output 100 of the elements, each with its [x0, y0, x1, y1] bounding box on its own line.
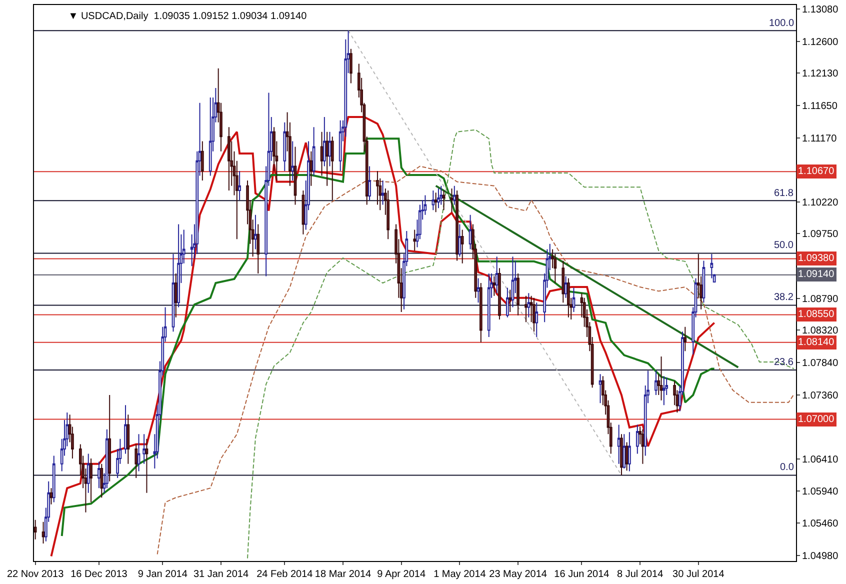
candlestick: [256, 224, 260, 274]
annotation: 23.6: [774, 357, 794, 368]
candlestick: [450, 188, 454, 213]
candlestick: [458, 224, 462, 258]
candlestick: [479, 282, 482, 343]
y-tick-label: 1.07840: [802, 358, 839, 370]
candlestick: [662, 376, 666, 406]
x-tick-label: 1 May 2014: [434, 569, 486, 580]
candlestick: [702, 260, 706, 304]
y-tick-label: 1.11650: [802, 101, 838, 112]
candlestick: [617, 424, 620, 464]
candlestick: [524, 295, 528, 323]
y-tick-label: 1.12130: [802, 68, 839, 80]
candlestick: [452, 185, 456, 206]
candlestick: [456, 190, 458, 262]
x-tick-label: 24 Feb 2014: [256, 569, 314, 580]
candlestick: [338, 120, 342, 172]
annotation: 50.0: [774, 240, 794, 251]
y-tick-label: 1.12600: [802, 36, 839, 48]
candlestick: [137, 434, 140, 472]
y-tick-label: 1.05940: [802, 486, 839, 498]
candlestick: [254, 214, 257, 250]
y-tick-label: 1.09750: [802, 229, 839, 240]
x-tick-label: 18 Mar 2014: [314, 569, 372, 580]
candlestick: [126, 414, 130, 464]
ref-line-label: 1.08550: [798, 309, 835, 320]
y-tick-label: 1.11170: [802, 133, 838, 144]
candlestick: [106, 428, 108, 489]
candlestick: [567, 278, 570, 318]
ref-line-label: 1.07000: [798, 414, 835, 425]
candlestick: [498, 268, 501, 320]
y-tick-label: 1.07360: [802, 390, 839, 402]
candlestick: [625, 442, 628, 472]
ref-line-label: 1.08140: [798, 337, 835, 348]
candlestick: [628, 432, 631, 472]
candlestick: [208, 96, 212, 176]
candlestick: [437, 188, 440, 209]
candlestick: [350, 48, 352, 84]
y-tick-label: 1.05460: [802, 518, 839, 530]
candlestick: [134, 444, 138, 478]
candlestick: [291, 140, 294, 181]
x-tick-label: 23 May 2014: [489, 569, 548, 580]
candlestick: [527, 292, 530, 318]
x-tick-label: 31 Jan 2014: [193, 569, 249, 580]
candlestick: [294, 146, 297, 206]
candlestick: [52, 455, 56, 503]
candlestick: [177, 224, 180, 308]
candlestick: [228, 126, 230, 192]
y-tick-label: 1.10220: [802, 198, 839, 209]
candlestick: [328, 131, 332, 167]
candlestick: [516, 273, 520, 316]
candlestick: [532, 297, 536, 332]
y-tick-label: 1.13080: [802, 4, 839, 16]
candlestick: [460, 229, 464, 264]
candlestick: [238, 170, 241, 200]
candlestick: [86, 453, 90, 494]
candlestick: [42, 521, 45, 544]
annotation: 0.0: [780, 462, 794, 473]
text: ▼ USDCAD,Daily 1.09035 1.09152 1.09034 1.09140: [68, 11, 308, 22]
x-tick-label: 9 Jan 2014: [138, 569, 188, 580]
candlestick: [641, 428, 644, 464]
y-tick-label: 1.04980: [802, 551, 839, 562]
candlestick: [320, 131, 324, 176]
x-tick-label: 30 Jul 2014: [672, 569, 725, 580]
line-series: [156, 166, 794, 555]
candlestick: [620, 434, 623, 476]
y-tick-label: 1.08790: [802, 294, 839, 306]
candlestick: [312, 126, 316, 176]
candlestick: [554, 253, 557, 284]
x-tick-label: 16 Jun 2014: [554, 569, 610, 580]
candlestick: [310, 150, 313, 186]
candlestick: [50, 488, 53, 505]
x-tick-label: 8 Jul 2014: [616, 569, 664, 580]
candlestick: [660, 356, 663, 401]
candlestick: [598, 374, 602, 404]
ref-line-label: 1.10670: [798, 166, 835, 177]
candlestick: [654, 370, 658, 396]
y-tick-label: 1.06410: [802, 454, 839, 466]
ref-line-label: 1.09140: [798, 269, 835, 280]
candlestick: [476, 278, 480, 304]
candlestick: [124, 404, 127, 454]
candlestick: [564, 276, 568, 298]
candlestick: [562, 260, 565, 304]
candlestick: [511, 256, 514, 308]
candlestick: [174, 273, 178, 318]
candlestick: [142, 434, 146, 464]
candlestick: [323, 116, 326, 167]
candlestick: [622, 434, 626, 470]
candlestick: [492, 276, 496, 296]
candlestick: [424, 194, 427, 216]
candlestick: [368, 166, 371, 200]
annotation: 100.0: [769, 18, 794, 29]
candlestick: [506, 287, 509, 318]
candlestick: [440, 185, 443, 206]
candlestick: [508, 289, 512, 313]
candlestick: [468, 214, 472, 250]
candlestick: [201, 140, 204, 181]
candlestick: [535, 302, 538, 338]
annotation: 38.2: [774, 292, 794, 303]
candlestick: [330, 136, 334, 200]
